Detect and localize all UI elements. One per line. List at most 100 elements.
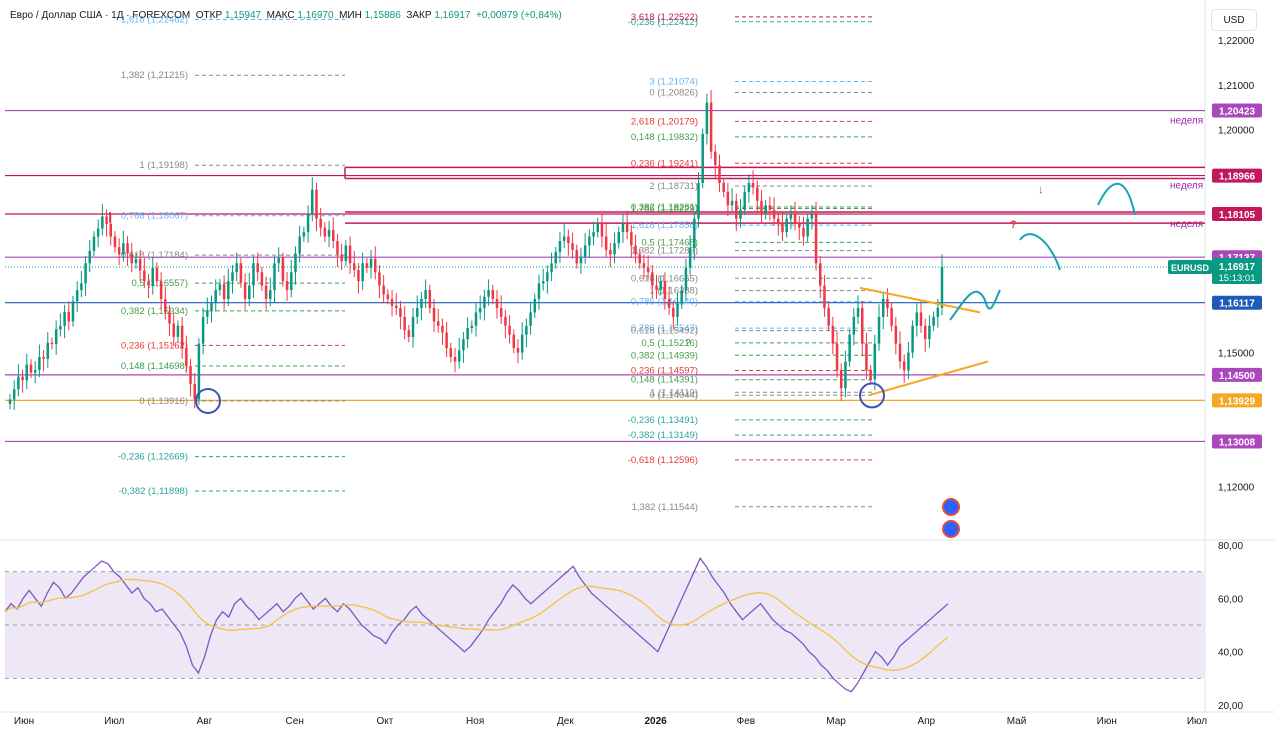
rsi-tick-label: 40,00 — [1218, 648, 1243, 659]
fib-level-label: 0 (1,13916) — [139, 396, 188, 407]
price-tick-label: 1,12000 — [1218, 482, 1255, 493]
candle-body — [827, 307, 830, 326]
candle-body — [29, 364, 33, 373]
candle-body — [235, 263, 238, 273]
candle-body — [831, 325, 835, 344]
candle-body — [415, 307, 419, 317]
candle-body — [117, 247, 121, 255]
candle-body — [193, 383, 196, 400]
candle-body — [457, 350, 461, 362]
candle-body — [428, 290, 432, 308]
candle-body — [273, 263, 276, 291]
candle-body — [701, 133, 704, 183]
fib-level-label: 0,382 (1,15934) — [121, 306, 188, 317]
level-note: неделя — [1170, 219, 1203, 230]
candle-body — [814, 214, 818, 264]
candle-body — [105, 216, 108, 225]
candle-body — [940, 266, 944, 308]
candle-body — [260, 272, 264, 286]
down-arrow-marker: ↓ — [1038, 184, 1044, 196]
candle-body — [663, 281, 667, 300]
time-tick-label: Авг — [197, 716, 213, 727]
candle-body — [290, 272, 293, 291]
candle-body — [80, 283, 83, 291]
candle-body — [655, 285, 658, 291]
candle-body — [453, 357, 457, 362]
candle-body — [12, 389, 16, 400]
fib-level-label: 1,618 (1,22462) — [121, 15, 188, 26]
candle-body — [470, 325, 474, 329]
candle-body — [911, 325, 914, 353]
level-price-tag — [1212, 434, 1262, 449]
candle-body — [17, 376, 20, 390]
candle-body — [630, 232, 633, 246]
candle-body — [63, 311, 66, 326]
candle-body — [760, 200, 763, 215]
candle-body — [575, 249, 579, 264]
candle-body — [504, 316, 507, 326]
fib-level-label: 0,618 (1,15492) — [631, 326, 698, 337]
candle-body — [520, 334, 524, 353]
candle-body — [798, 223, 801, 228]
candle-body — [357, 270, 360, 282]
fib-level-label: -0,236 (1,13491) — [628, 415, 698, 426]
candle-body — [319, 218, 322, 228]
candle-body — [823, 285, 826, 308]
candle-body — [596, 223, 600, 233]
rsi-ma-line — [4, 578, 949, 671]
candle-body — [907, 352, 910, 371]
candle-body — [445, 332, 448, 349]
fib-level-label: 0 (1,20826) — [649, 88, 698, 99]
candle-body — [756, 187, 759, 201]
candle-body — [613, 243, 616, 255]
fib-level-label: 1,786 (1,18229) — [631, 203, 698, 214]
candle-body — [336, 240, 339, 255]
candle-body — [88, 250, 92, 264]
fib-level-label: 1,382 (1,17283) — [631, 246, 698, 257]
candle-body — [92, 236, 96, 251]
candle-body — [810, 214, 814, 219]
low-value: 1,15886 — [364, 10, 401, 21]
candle-body — [256, 263, 259, 273]
level-price-label: 1,20423 — [1219, 107, 1256, 118]
fib-level-label: 0,5 (1,16557) — [131, 278, 188, 289]
candle-body — [638, 254, 641, 264]
fib-level-label: -0,382 (1,11898) — [118, 486, 188, 497]
fib-level-label: 0,5 (1,15216) — [641, 338, 698, 349]
event-flag-icon[interactable] — [942, 520, 960, 538]
candle-body — [315, 189, 318, 219]
candle-body — [512, 334, 516, 349]
candle-body — [38, 357, 41, 370]
candle-body — [21, 376, 24, 381]
question-mark: ? — [1010, 219, 1017, 231]
currency-button[interactable]: USD — [1211, 9, 1257, 31]
candle-body — [856, 307, 860, 317]
candle-body — [617, 232, 620, 244]
candle-body — [185, 348, 188, 366]
candle-body — [873, 343, 877, 380]
candle-body — [386, 294, 390, 300]
candle-body — [8, 399, 12, 404]
candle-body — [772, 209, 776, 219]
fib-level-label: 1 (1,16388) — [649, 286, 698, 297]
candle-body — [869, 370, 872, 380]
event-flag-icon[interactable] — [942, 498, 960, 516]
candle-body — [222, 284, 226, 300]
fib-level-label: 0,5 (1,17468) — [641, 237, 698, 248]
candle-body — [155, 267, 159, 282]
symbol-tag-label: EURUSD — [1171, 263, 1210, 273]
price-tick-label: 1,22000 — [1218, 36, 1255, 47]
candle-body — [743, 191, 746, 210]
candle-body — [168, 312, 171, 324]
time-tick-label: Апр — [917, 716, 935, 727]
candle-body — [516, 348, 520, 353]
candle-body — [667, 299, 671, 308]
time-tick-label: Фев — [737, 716, 755, 727]
candle-body — [709, 102, 713, 152]
close-value: 1,16917 — [434, 10, 471, 21]
candle-body — [201, 316, 205, 344]
candle-body — [499, 307, 503, 317]
projection-arrow — [1019, 233, 1061, 271]
symbol-title[interactable]: Евро / Доллар США · 1Д · FOREXCOM — [10, 10, 191, 21]
